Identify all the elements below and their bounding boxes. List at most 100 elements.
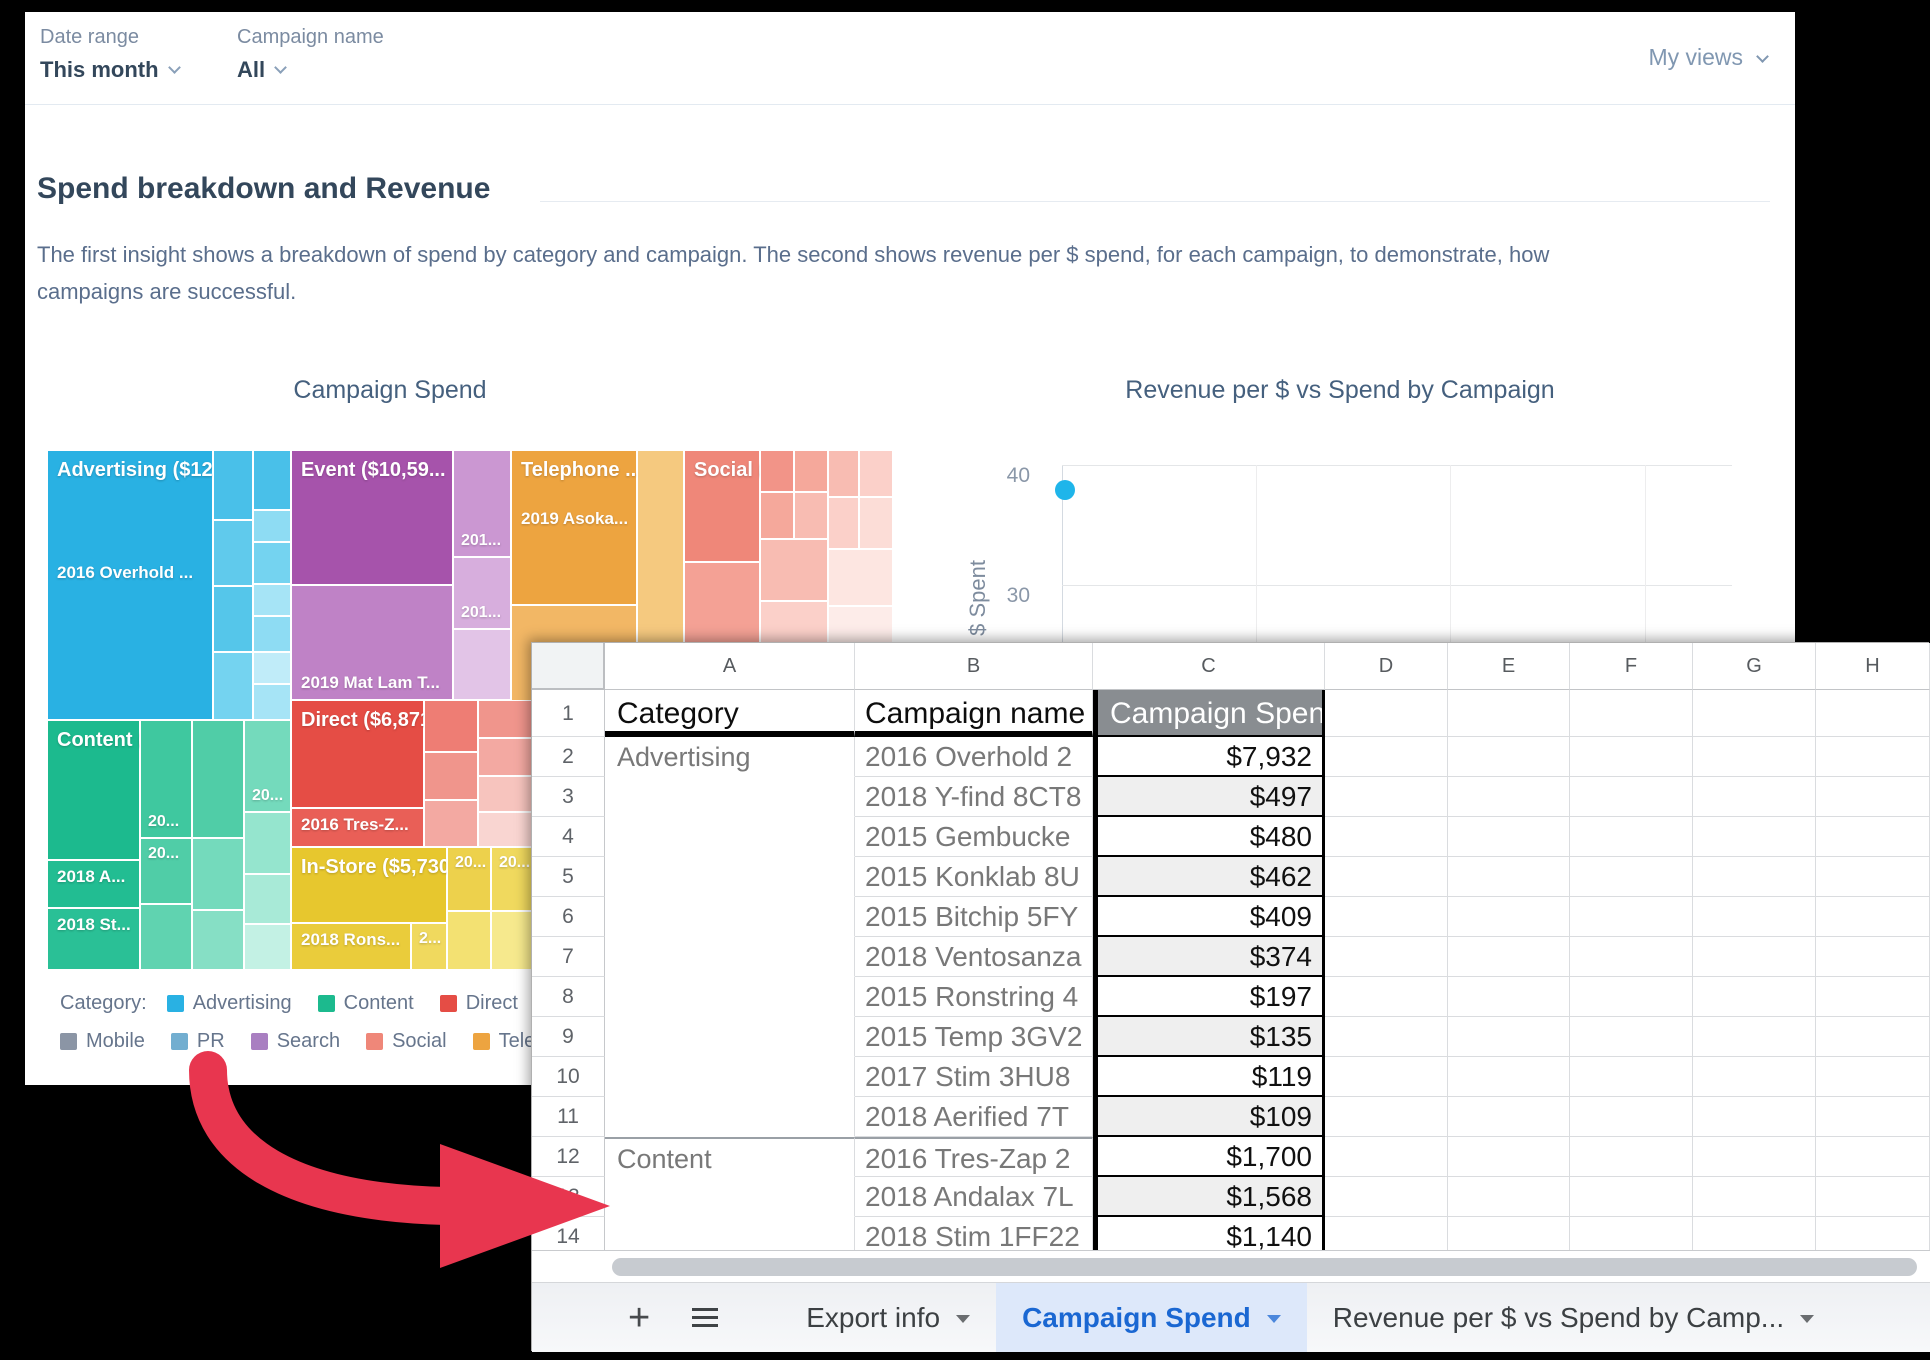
cell-G7[interactable]	[1693, 937, 1816, 977]
cell-A14[interactable]	[605, 1217, 855, 1250]
column-header-A[interactable]: A	[605, 643, 855, 690]
cell-A12[interactable]: Content	[605, 1137, 855, 1177]
legend-item[interactable]: Mobile	[60, 1030, 145, 1053]
treemap-tile[interactable]: 2...	[411, 923, 447, 970]
cell-F5[interactable]	[1570, 857, 1693, 897]
treemap-tile[interactable]	[760, 539, 828, 601]
cell-B5[interactable]: 2015 Konklab 8U	[855, 857, 1093, 897]
cell-A1[interactable]: Category	[605, 690, 855, 737]
cell-B3[interactable]: 2018 Y-find 8CT8	[855, 777, 1093, 817]
cell-A8[interactable]	[605, 977, 855, 1017]
treemap-tile[interactable]	[478, 700, 534, 738]
treemap-tile[interactable]: 20...	[447, 847, 491, 911]
cell-F11[interactable]	[1570, 1097, 1693, 1137]
row-header-4[interactable]: 4	[532, 817, 605, 857]
cell-B4[interactable]: 2015 Gembucke	[855, 817, 1093, 857]
treemap-tile[interactable]	[244, 924, 291, 970]
cell-G8[interactable]	[1693, 977, 1816, 1017]
row-header-6[interactable]: 6	[532, 897, 605, 937]
treemap-tile[interactable]	[794, 492, 828, 539]
cell-F10[interactable]	[1570, 1057, 1693, 1097]
treemap-tile[interactable]: Event ($10,59...	[291, 450, 453, 585]
date-range-filter[interactable]: Date range This month	[40, 26, 181, 83]
cell-H4[interactable]	[1816, 817, 1930, 857]
cell-H12[interactable]	[1816, 1137, 1930, 1177]
treemap-tile[interactable]	[453, 629, 511, 700]
column-header-H[interactable]: H	[1816, 643, 1930, 690]
treemap-tile[interactable]	[424, 752, 478, 800]
treemap-tile[interactable]	[478, 812, 534, 847]
cell-G2[interactable]	[1693, 737, 1816, 777]
cell-F13[interactable]	[1570, 1177, 1693, 1217]
cell-D8[interactable]	[1325, 977, 1448, 1017]
treemap-tile[interactable]	[859, 497, 893, 549]
treemap-tile[interactable]	[491, 911, 534, 970]
treemap-tile[interactable]	[192, 910, 244, 970]
cell-G4[interactable]	[1693, 817, 1816, 857]
row-header-9[interactable]: 9	[532, 1017, 605, 1057]
cell-C5[interactable]: $462	[1093, 857, 1325, 897]
cell-D11[interactable]	[1325, 1097, 1448, 1137]
cell-E9[interactable]	[1448, 1017, 1570, 1057]
scrollbar-thumb[interactable]	[612, 1258, 1917, 1276]
treemap-tile[interactable]	[447, 911, 491, 970]
cell-G13[interactable]	[1693, 1177, 1816, 1217]
cell-H3[interactable]	[1816, 777, 1930, 817]
column-header-B[interactable]: B	[855, 643, 1093, 690]
cell-A10[interactable]	[605, 1057, 855, 1097]
sheet-tab-revenue-per-vs-spend-by-camp-[interactable]: Revenue per $ vs Spend by Camp...	[1307, 1283, 1840, 1352]
row-header-10[interactable]: 10	[532, 1057, 605, 1097]
row-header-5[interactable]: 5	[532, 857, 605, 897]
treemap-tile[interactable]: 2016 Tres-Z...	[291, 808, 424, 847]
cell-H2[interactable]	[1816, 737, 1930, 777]
column-header-G[interactable]: G	[1693, 643, 1816, 690]
cell-G9[interactable]	[1693, 1017, 1816, 1057]
cell-C11[interactable]: $109	[1093, 1097, 1325, 1137]
legend-item[interactable]: Direct	[439, 992, 518, 1015]
cell-C6[interactable]: $409	[1093, 897, 1325, 937]
cell-A4[interactable]	[605, 817, 855, 857]
cell-B6[interactable]: 2015 Bitchip 5FY	[855, 897, 1093, 937]
treemap-tile[interactable]: 20...	[140, 720, 192, 838]
cell-A11[interactable]	[605, 1097, 855, 1137]
cell-D3[interactable]	[1325, 777, 1448, 817]
cell-C12[interactable]: $1,700	[1093, 1137, 1325, 1177]
row-header-8[interactable]: 8	[532, 977, 605, 1017]
treemap-tile[interactable]: Social ($7,...	[684, 450, 810, 562]
cell-E2[interactable]	[1448, 737, 1570, 777]
column-header-C[interactable]: C	[1093, 643, 1325, 690]
row-header-2[interactable]: 2	[532, 737, 605, 777]
cell-C4[interactable]: $480	[1093, 817, 1325, 857]
row-header-11[interactable]: 11	[532, 1097, 605, 1137]
cell-A6[interactable]	[605, 897, 855, 937]
cell-H6[interactable]	[1816, 897, 1930, 937]
legend-item[interactable]: Social	[366, 1030, 447, 1053]
cell-D14[interactable]	[1325, 1217, 1448, 1250]
treemap-tile[interactable]	[828, 497, 859, 549]
cell-B13[interactable]: 2018 Andalax 7L	[855, 1177, 1093, 1217]
treemap-tile[interactable]	[213, 520, 253, 586]
treemap-tile[interactable]	[760, 492, 794, 539]
cell-F8[interactable]	[1570, 977, 1693, 1017]
all-sheets-menu-button[interactable]	[692, 1308, 719, 1327]
treemap-tile[interactable]: 2018 A...	[47, 860, 140, 908]
cell-F1[interactable]	[1570, 690, 1693, 737]
cell-B7[interactable]: 2018 Ventosanza	[855, 937, 1093, 977]
row-header-3[interactable]: 3	[532, 777, 605, 817]
treemap-tile[interactable]: 2019 Mat Lam T...	[291, 585, 453, 700]
cell-A7[interactable]	[605, 937, 855, 977]
cell-C2[interactable]: $7,932	[1093, 737, 1325, 777]
treemap-tile[interactable]: In-Store ($5,730)	[291, 847, 457, 923]
cell-E7[interactable]	[1448, 937, 1570, 977]
treemap-tile[interactable]	[244, 812, 291, 874]
treemap-tile[interactable]: 2018 St...	[47, 908, 140, 970]
cell-D12[interactable]	[1325, 1137, 1448, 1177]
cell-H11[interactable]	[1816, 1097, 1930, 1137]
cell-E8[interactable]	[1448, 977, 1570, 1017]
cell-A3[interactable]	[605, 777, 855, 817]
cell-B14[interactable]: 2018 Stim 1FF22	[855, 1217, 1093, 1250]
column-header-E[interactable]: E	[1448, 643, 1570, 690]
legend-item[interactable]: Search	[250, 1030, 340, 1053]
treemap-tile[interactable]	[213, 586, 253, 652]
cell-F2[interactable]	[1570, 737, 1693, 777]
